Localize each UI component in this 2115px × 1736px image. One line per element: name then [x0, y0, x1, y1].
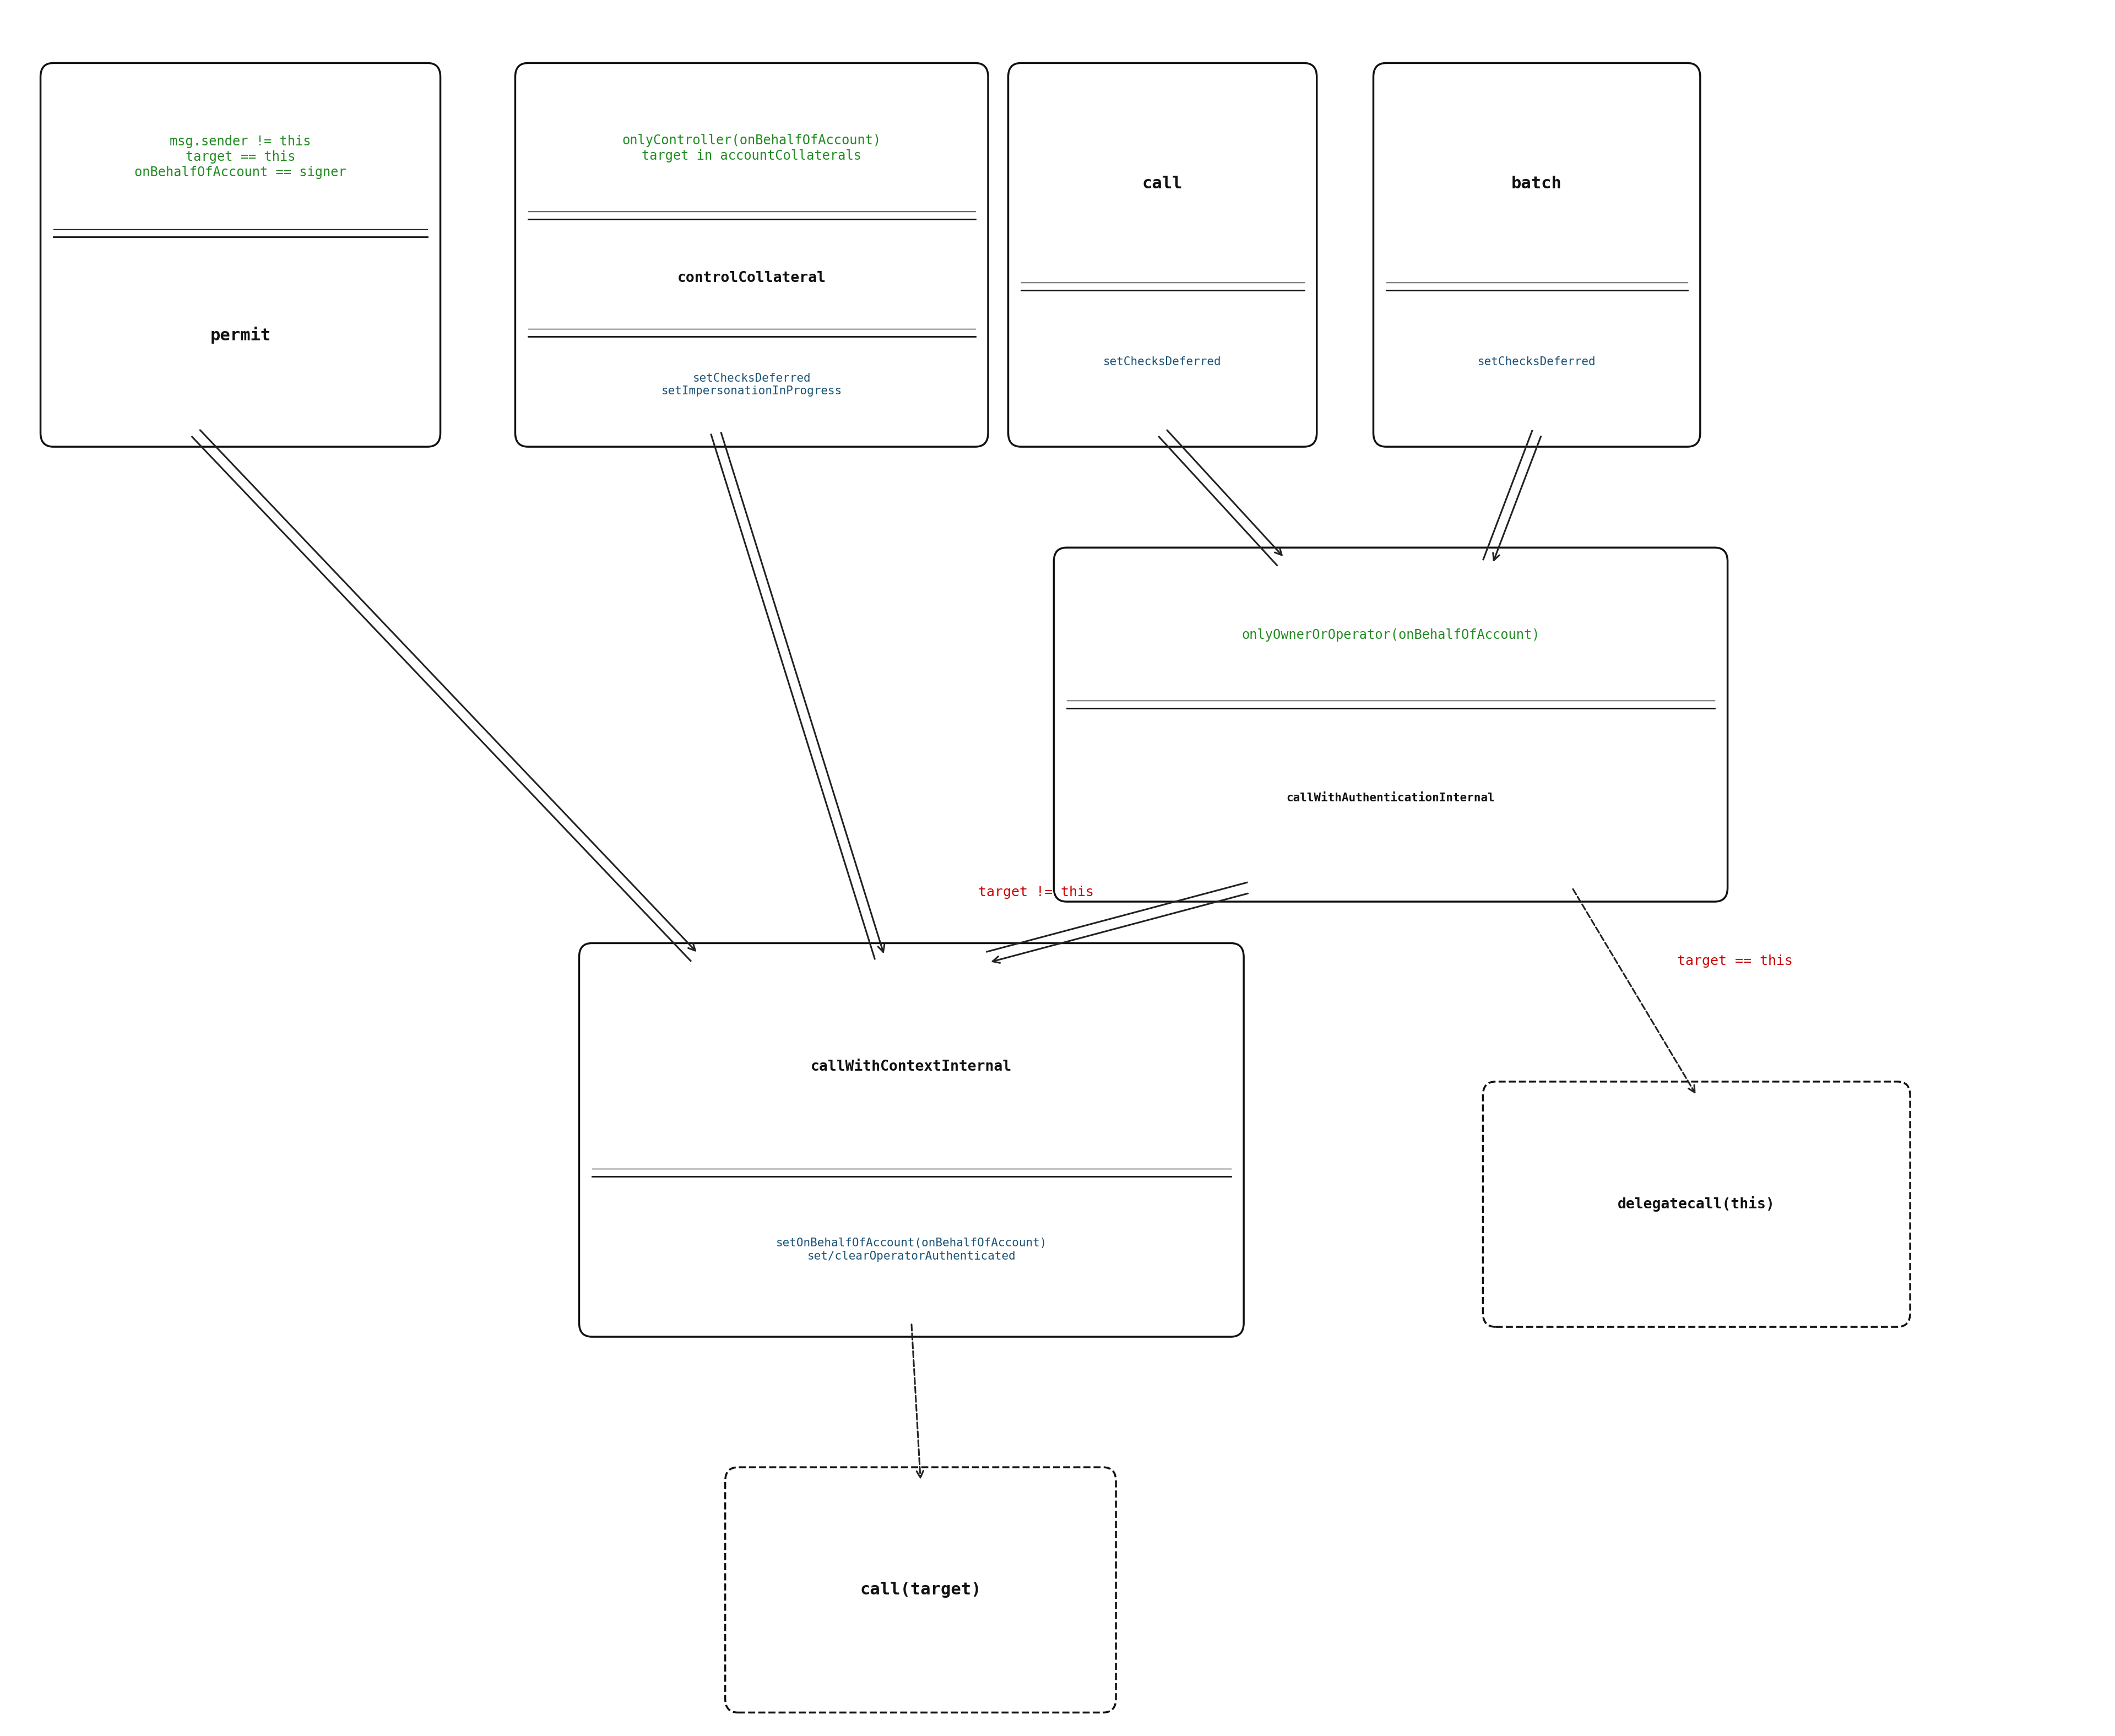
Text: onlyController(onBehalfOfAccount)
target in accountCollaterals: onlyController(onBehalfOfAccount) target… — [622, 134, 882, 163]
FancyBboxPatch shape — [725, 1467, 1117, 1712]
Text: onlyOwnerOrOperator(onBehalfOfAccount): onlyOwnerOrOperator(onBehalfOfAccount) — [1242, 628, 1540, 642]
Text: target != this: target != this — [977, 885, 1093, 899]
Text: callWithContextInternal: callWithContextInternal — [810, 1059, 1011, 1075]
FancyBboxPatch shape — [580, 943, 1244, 1337]
Text: setOnBehalfOfAccount(onBehalfOfAccount)
set/clearOperatorAuthenticated: setOnBehalfOfAccount(onBehalfOfAccount) … — [776, 1238, 1047, 1262]
Text: msg.sender != this
target == this
onBehalfOfAccount == signer: msg.sender != this target == this onBeha… — [135, 135, 347, 179]
Text: callWithAuthenticationInternal: callWithAuthenticationInternal — [1286, 793, 1495, 804]
Text: setChecksDeferred: setChecksDeferred — [1104, 356, 1222, 368]
Text: setChecksDeferred: setChecksDeferred — [1478, 356, 1597, 368]
Text: call: call — [1142, 175, 1182, 191]
FancyBboxPatch shape — [1053, 547, 1728, 901]
Text: controlCollateral: controlCollateral — [677, 271, 827, 285]
FancyBboxPatch shape — [516, 62, 988, 446]
FancyBboxPatch shape — [1373, 62, 1700, 446]
FancyBboxPatch shape — [1009, 62, 1318, 446]
FancyBboxPatch shape — [40, 62, 440, 446]
Text: setChecksDeferred
setImpersonationInProgress: setChecksDeferred setImpersonationInProg… — [662, 373, 842, 398]
Text: delegatecall(this): delegatecall(this) — [1618, 1196, 1774, 1212]
Text: call(target): call(target) — [861, 1581, 981, 1597]
FancyBboxPatch shape — [1483, 1082, 1910, 1326]
Text: target == this: target == this — [1677, 955, 1794, 969]
Text: batch: batch — [1512, 175, 1563, 191]
Text: permit: permit — [209, 326, 271, 344]
